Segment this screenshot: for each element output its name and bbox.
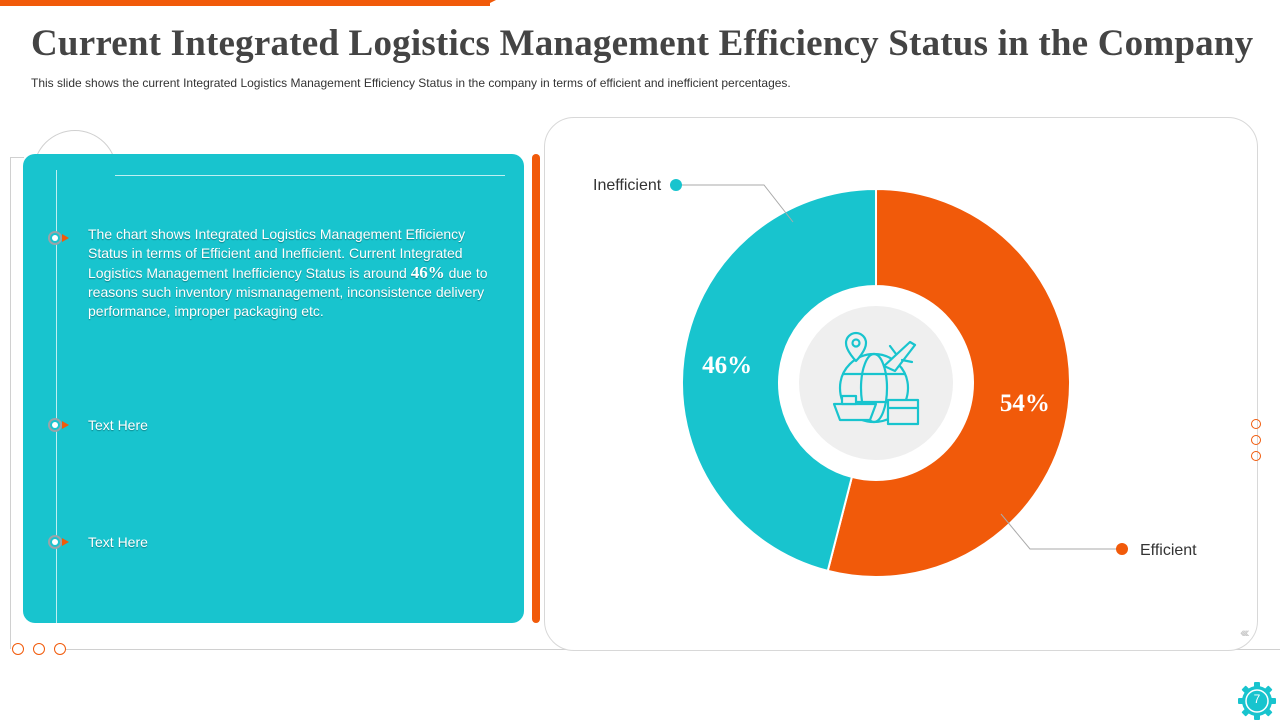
side-decor-circles bbox=[1251, 419, 1261, 467]
inefficient-legend-dot bbox=[670, 179, 682, 191]
bottom-decor-circles bbox=[12, 643, 66, 655]
frame-line-horizontal bbox=[10, 157, 24, 158]
page-number: 7 bbox=[1253, 692, 1261, 706]
top-accent-bar bbox=[0, 0, 490, 6]
top-accent-bar-tip bbox=[484, 0, 496, 6]
data-label-efficient: 54% bbox=[1000, 390, 1050, 417]
paragraph-text-end: due to reasons such inventory mismanagem… bbox=[88, 265, 488, 319]
panel-item-3: Text Here bbox=[88, 534, 148, 550]
panel-timeline-line bbox=[56, 170, 57, 623]
efficient-label: Efficient bbox=[1140, 542, 1197, 559]
paragraph-highlight: 46% bbox=[410, 263, 445, 282]
logistics-globe-icon bbox=[832, 331, 920, 426]
paragraph-text-start: The chart shows Integrated Logistics Man… bbox=[88, 226, 466, 281]
frame-line-vertical bbox=[10, 157, 11, 649]
chevron-left-icon: ‹‹‹‹ bbox=[1240, 624, 1250, 640]
efficient-legend-dot bbox=[1116, 543, 1128, 555]
panel-accent-bar bbox=[532, 154, 540, 623]
text-panel bbox=[23, 154, 524, 623]
inefficient-label: Inefficient bbox=[593, 177, 662, 194]
bullet-marker-3 bbox=[48, 535, 70, 549]
inefficient-leader-line bbox=[676, 184, 794, 223]
donut-slice-inefficient bbox=[681, 187, 877, 573]
efficient-leader-line bbox=[1000, 513, 1122, 550]
panel-item-2: Text Here bbox=[88, 417, 148, 433]
bullet-marker-2 bbox=[48, 418, 70, 432]
panel-top-line bbox=[115, 175, 505, 176]
data-label-inefficient: 46% bbox=[702, 352, 752, 379]
gear-icon bbox=[1238, 682, 1276, 720]
slide-subtitle: This slide shows the current Integrated … bbox=[31, 76, 791, 90]
center-disc bbox=[799, 306, 953, 460]
bullet-marker-1 bbox=[48, 231, 70, 245]
slide-title: Current Integrated Logistics Management … bbox=[31, 23, 1254, 64]
panel-paragraph: The chart shows Integrated Logistics Man… bbox=[88, 225, 498, 321]
